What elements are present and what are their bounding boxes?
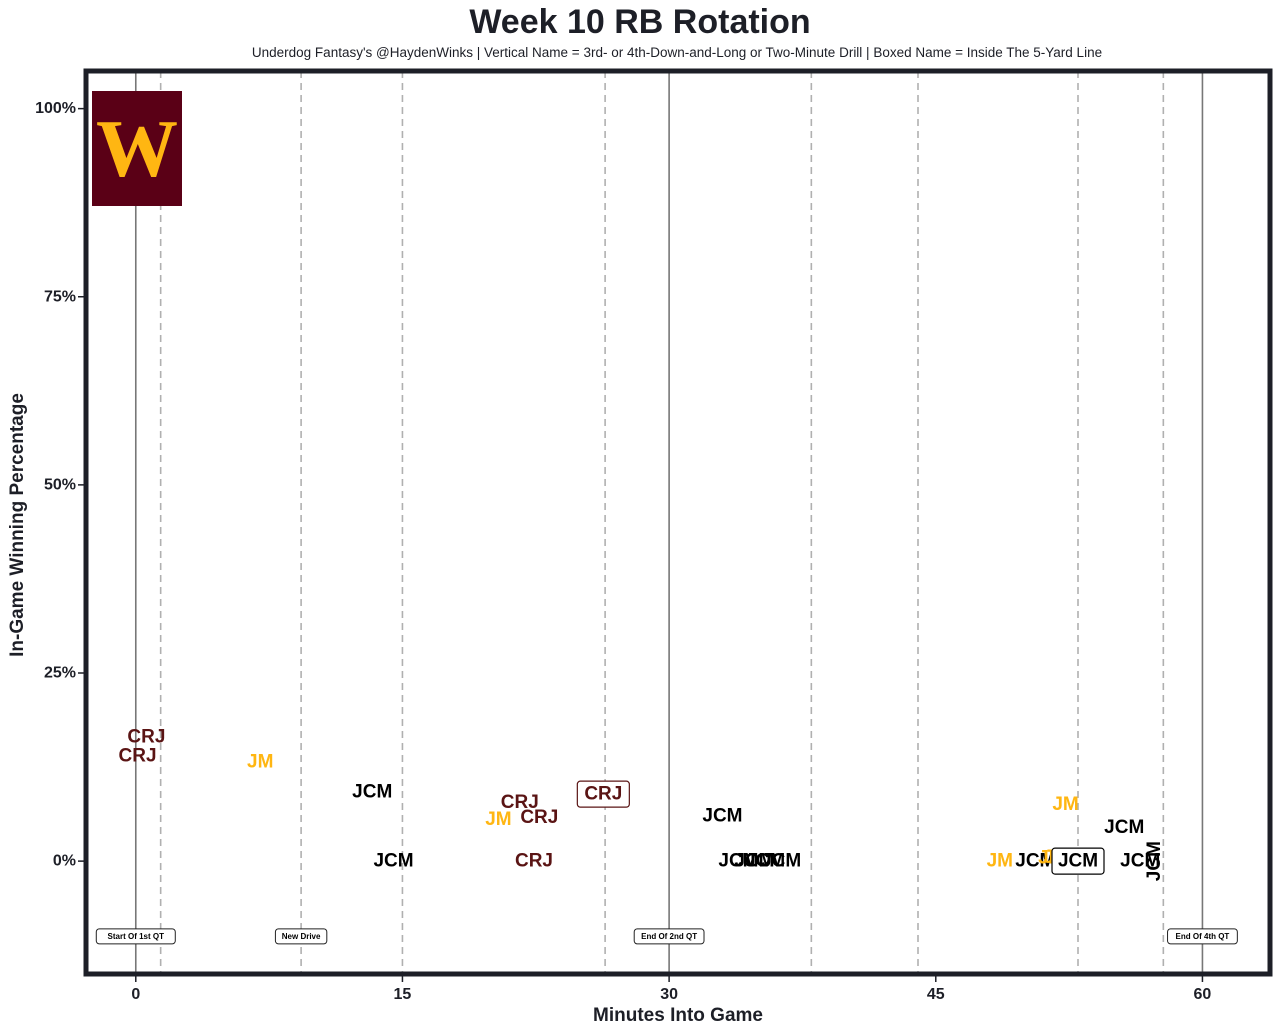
- player-point: CRJ: [515, 851, 553, 872]
- player-label: JM: [247, 751, 273, 772]
- drive-lines: [159, 71, 1165, 974]
- y-tick-label: 75%: [44, 288, 76, 305]
- player-label: JCM: [1120, 851, 1160, 872]
- x-axis-title: Minutes Into Game: [593, 1005, 763, 1026]
- annotation-text: End Of 4th QT: [1176, 932, 1230, 941]
- player-point: JCM: [1144, 841, 1165, 881]
- player-point: JCM: [1015, 851, 1055, 872]
- chart-subtitle: Underdog Fantasy's @HaydenWinks | Vertic…: [251, 45, 1103, 60]
- player-point: JCM: [1120, 851, 1160, 872]
- washington-commanders-logo-icon: W: [92, 91, 182, 206]
- plot-frame: [83, 68, 1273, 977]
- player-label: JCM: [352, 781, 392, 802]
- player-label: JCM: [373, 851, 413, 872]
- y-tick-label: 100%: [35, 100, 76, 117]
- player-point: JM: [247, 751, 273, 772]
- x-tick-label: 60: [1194, 986, 1212, 1003]
- player-point: CRJ: [520, 807, 558, 828]
- player-point: CRJ: [501, 792, 539, 813]
- y-axis-title: In-Game Winning Percentage: [7, 393, 28, 657]
- player-label: JCM: [745, 851, 785, 872]
- logo-background: [92, 91, 182, 206]
- chart-title: Week 10 RB Rotation: [469, 3, 811, 41]
- annotation-label: New Drive: [274, 928, 328, 945]
- player-point: JM: [1052, 794, 1078, 815]
- annotation-box: [274, 928, 328, 945]
- player-label: JCM: [1058, 851, 1098, 872]
- player-point: CRJ: [127, 726, 165, 747]
- player-point: CRJ: [576, 780, 630, 808]
- player-point: JCM: [761, 851, 801, 872]
- player-label: JCM: [1144, 841, 1165, 881]
- player-label: CRJ: [501, 792, 539, 813]
- player-point: JM: [987, 851, 1013, 872]
- player-label: JM: [987, 851, 1013, 872]
- player-label: CRJ: [119, 745, 157, 766]
- x-tick-label: 45: [927, 986, 945, 1003]
- x-axis-ticks: 0 15 30 45 60: [131, 976, 1211, 1003]
- x-tick-label: 15: [394, 986, 412, 1003]
- player-point: JCM: [702, 805, 742, 826]
- player-label: JM: [485, 809, 511, 830]
- annotation-label: End Of 4th QT: [1167, 928, 1238, 945]
- player-point: JCM: [718, 851, 758, 872]
- annotation-box: [95, 928, 176, 945]
- annotation-label: Start Of 1st QT: [95, 928, 176, 945]
- player-label: JCM: [734, 851, 774, 872]
- player-point: JCM: [352, 781, 392, 802]
- player-point: JCM: [1051, 847, 1105, 875]
- chart-annotations: Start Of 1st QT New Drive End Of 2nd QT End…: [95, 928, 1238, 945]
- x-tick-label: 0: [131, 986, 140, 1003]
- player-label: CRJ: [584, 784, 622, 805]
- annotation-text: End Of 2nd QT: [641, 932, 697, 941]
- y-axis-ticks: 0% 25% 50% 75% 100%: [35, 100, 84, 870]
- x-tick-label: 30: [660, 986, 678, 1003]
- annotation-label: End Of 2nd QT: [633, 928, 705, 945]
- annotation-text: Start Of 1st QT: [108, 932, 165, 941]
- logo-letter: W: [96, 103, 178, 194]
- player-label: JCM: [761, 851, 801, 872]
- quarter-lines: [134, 71, 1204, 974]
- annotation-text: New Drive: [282, 932, 321, 941]
- player-point: JM: [485, 809, 511, 830]
- y-tick-label: 25%: [44, 665, 76, 682]
- player-label: CRJ: [520, 807, 558, 828]
- y-tick-label: 0%: [53, 853, 76, 870]
- player-label: CRJ: [515, 851, 553, 872]
- inside-5-yard-box: [1051, 847, 1105, 875]
- y-tick-label: 50%: [44, 476, 76, 493]
- annotation-box: [633, 928, 705, 945]
- player-label: JCM: [718, 851, 758, 872]
- player-point: JCM: [745, 851, 785, 872]
- player-label: CRJ: [127, 726, 165, 747]
- player-point: JCM: [734, 851, 774, 872]
- player-label: JCM: [1104, 817, 1144, 838]
- annotation-box: [1167, 928, 1238, 945]
- inside-5-yard-box: [576, 780, 630, 808]
- player-point: CRJ: [119, 745, 157, 766]
- player-point: JCM: [1104, 817, 1144, 838]
- player-label: JM: [1052, 794, 1078, 815]
- player-point: JCM: [373, 851, 413, 872]
- player-label: JCM: [1015, 851, 1055, 872]
- player-label: JCM: [702, 805, 742, 826]
